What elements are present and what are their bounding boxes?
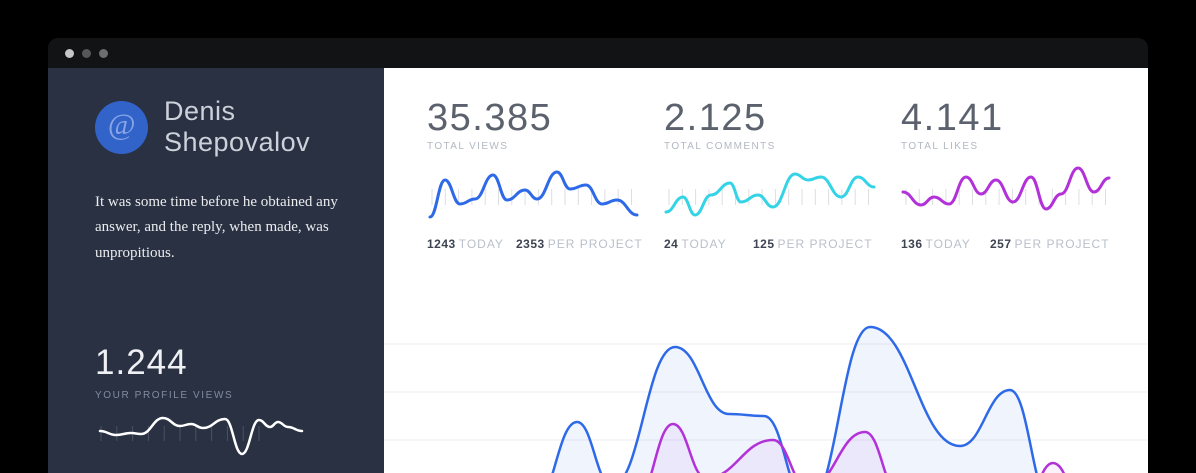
- profile-views-stat: 1.244 YOUR PROFILE VIEWS: [95, 343, 233, 401]
- per-project-stat: 2353 PER PROJECT: [516, 237, 643, 251]
- stat-label: TOTAL VIEWS: [427, 141, 509, 152]
- per-project-label: PER PROJECT: [1014, 237, 1110, 251]
- likes-sparkline: [901, 166, 1111, 211]
- today-stat: 1243 TODAY: [427, 237, 516, 251]
- profile-views-label: YOUR PROFILE VIEWS: [95, 390, 234, 401]
- stat-substats: 1243 TODAY 2353 PER PROJECT: [427, 237, 643, 251]
- likes-sparkline-path: [901, 166, 1111, 211]
- stats-row: 35.385 TOTAL VIEWS 1243 TODAY 2353 PER PRO…: [384, 68, 1148, 251]
- profile-name-line2: Shepovalov: [164, 127, 311, 158]
- comments-sparkline-path: [664, 172, 876, 217]
- today-value: 1243: [427, 237, 456, 251]
- per-project-label: PER PROJECT: [547, 237, 643, 251]
- stat-total-comments: 2.125 TOTAL COMMENTS 24 TODAY 125 PER PROJ…: [664, 97, 877, 251]
- today-label: TODAY: [925, 237, 971, 251]
- profile-name: Denis Shepovalov: [164, 96, 310, 159]
- today-stat: 24 TODAY: [664, 237, 753, 251]
- today-stat: 136 TODAY: [901, 237, 990, 251]
- stat-value: 35.385: [427, 97, 553, 139]
- profile-sidebar: @ Denis Shepovalov It was some time befo…: [48, 68, 384, 473]
- per-project-value: 257: [990, 237, 1012, 251]
- profile-views-sparkline: [98, 416, 304, 456]
- today-value: 24: [664, 237, 679, 251]
- stat-label: TOTAL COMMENTS: [664, 141, 776, 152]
- profile-bio: It was some time before he obtained any …: [95, 193, 338, 262]
- views-area-fill: [552, 327, 1037, 473]
- activity-area-chart: [384, 325, 1148, 473]
- today-label: TODAY: [458, 237, 504, 251]
- per-project-stat: 257 PER PROJECT: [990, 237, 1110, 251]
- dashboard-main: 35.385 TOTAL VIEWS 1243 TODAY 2353 PER PRO…: [384, 68, 1148, 473]
- stat-substats: 136 TODAY 257 PER PROJECT: [901, 237, 1114, 251]
- sparkline-ticks: [100, 426, 260, 441]
- likes-area-fill: [651, 424, 1064, 473]
- avatar[interactable]: @: [95, 100, 148, 154]
- per-project-value: 2353: [516, 237, 545, 251]
- profile-header: @ Denis Shepovalov: [95, 96, 384, 159]
- profile-name-line1: Denis: [164, 96, 236, 126]
- avatar-monogram-icon: @: [107, 108, 136, 142]
- stat-total-views: 35.385 TOTAL VIEWS 1243 TODAY 2353 PER PRO…: [427, 97, 643, 251]
- app-window: @ Denis Shepovalov It was some time befo…: [48, 38, 1148, 473]
- traffic-light-dot-3[interactable]: [99, 48, 108, 58]
- stat-value: 2.125: [664, 97, 767, 139]
- stat-substats: 24 TODAY 125 PER PROJECT: [664, 237, 877, 251]
- today-label: TODAY: [681, 237, 727, 251]
- stat-total-likes: 4.141 TOTAL LIKES 136 TODAY 257 PER PROJEC…: [901, 97, 1114, 251]
- today-value: 136: [901, 237, 923, 251]
- likes-area-line: [650, 422, 1066, 473]
- views-sparkline: [428, 170, 639, 219]
- traffic-light-dot-1[interactable]: [65, 48, 74, 58]
- profile-views-sparkline-path: [98, 416, 304, 456]
- traffic-light-dot-2[interactable]: [82, 48, 91, 58]
- comments-sparkline: [664, 172, 876, 217]
- per-project-label: PER PROJECT: [777, 237, 873, 251]
- stat-label: TOTAL LIKES: [901, 141, 979, 152]
- per-project-stat: 125 PER PROJECT: [753, 237, 873, 251]
- window-titlebar: [48, 38, 1148, 68]
- views-sparkline-path: [428, 170, 639, 219]
- profile-views-value: 1.244: [95, 343, 188, 382]
- per-project-value: 125: [753, 237, 775, 251]
- window-content: @ Denis Shepovalov It was some time befo…: [48, 68, 1148, 473]
- stat-value: 4.141: [901, 97, 1004, 139]
